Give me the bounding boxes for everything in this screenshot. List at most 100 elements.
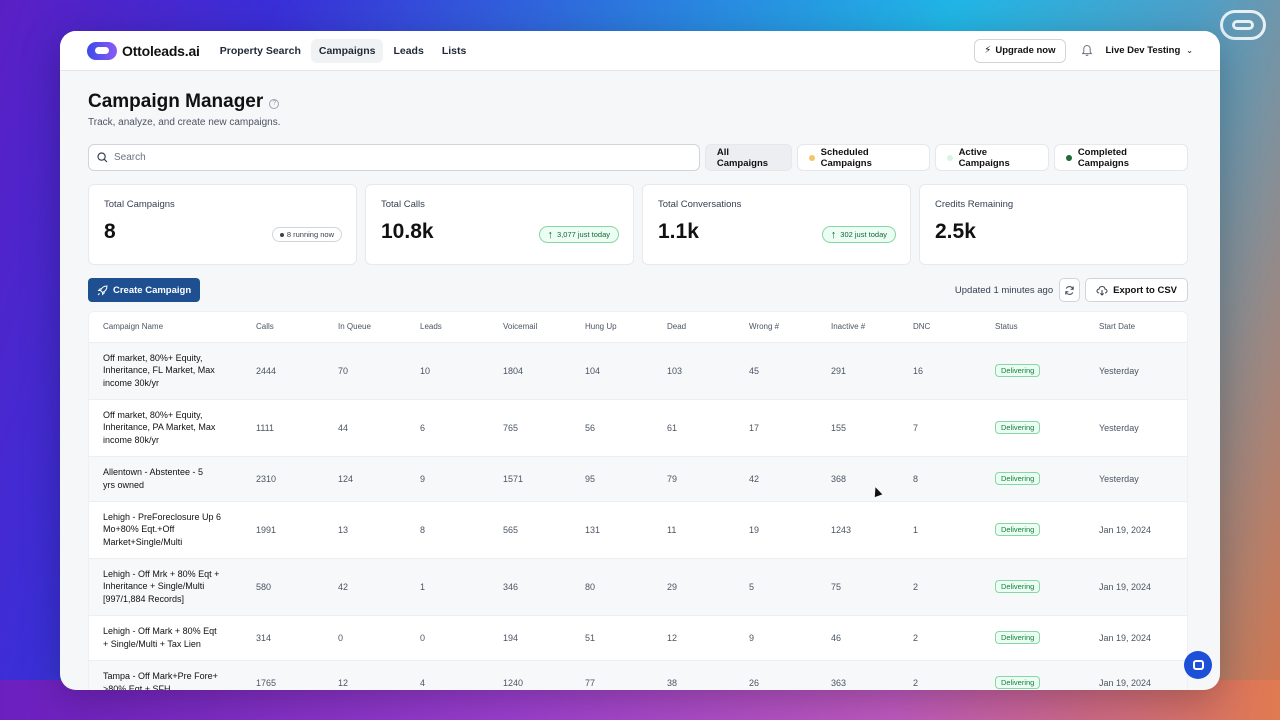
column-header[interactable]: Start Date [1085,312,1187,343]
campaign-name-line: Inheritance, FL Market, Max [103,365,215,376]
hungup-cell: 80 [571,558,653,616]
table-row[interactable]: Lehigh - Off Mrk + 80% Eqt + Inheritance … [89,558,1187,616]
brand[interactable]: Ottoleads.ai [87,41,200,60]
campaign-name-line: Inheritance + Single/Multi [103,581,205,592]
status-cell: Delivering [981,342,1085,400]
updated-timestamp: Updated 1 minutes ago [954,284,1054,296]
queue-cell: 44 [324,399,406,457]
filter-label: Completed Campaigns [1077,146,1130,169]
table-row[interactable]: Lehigh - Off Mark + 80% Eqt + Single/Mult… [89,615,1187,661]
user-menu[interactable]: Live Dev Testing ⌄ [1106,45,1194,56]
wrong-cell: 42 [735,456,817,502]
status-cell: Delivering [981,615,1085,661]
status-cell: Delivering [981,501,1085,559]
stat-card-total-campaigns: Total Campaigns 8 8 running now [88,184,357,265]
create-campaign-button[interactable]: Create Campaign [88,278,201,302]
column-header[interactable]: Campaign Name [89,312,242,343]
campaign-name-cell[interactable]: Lehigh - Off Mrk + 80% Eqt + Inheritance … [89,558,242,616]
campaign-name-line: income 80k/yr [103,434,160,445]
filter-all-campaigns[interactable]: All Campaigns [704,144,792,171]
column-header[interactable]: Wrong # [735,312,817,343]
inactive-cell: 291 [817,342,899,400]
dead-cell: 103 [653,342,735,400]
table-row[interactable]: Tampa - Off Mark+Pre Fore+ >80% Eqt + SFH… [89,660,1187,690]
stat-card-total-calls: Total Calls 10.8k ↑ 3,077 just today [365,184,634,265]
bell-icon[interactable] [1080,44,1094,58]
column-header[interactable]: In Queue [324,312,406,343]
top-navbar: Ottoleads.ai Property Search Campaigns L… [60,31,1220,71]
export-csv-label: Export to CSV [1113,284,1177,296]
arrow-up-icon: ↑ [547,228,554,241]
stat-card-total-conversations: Total Conversations 1.1k ↑ 302 just toda… [642,184,911,265]
campaign-name-line: Off market, 80%+ Equity, [103,352,203,363]
voicemail-cell: 765 [489,399,571,457]
column-header[interactable]: DNC [899,312,981,343]
status-badge: Delivering [995,580,1041,593]
today-conversations-badge: ↑ 302 just today [821,226,896,243]
app-window: Ottoleads.ai Property Search Campaigns L… [60,31,1220,690]
campaign-name-cell[interactable]: Off market, 80%+ Equity, Inheritance, PA … [89,399,242,457]
table-header-row: Campaign Name Calls In Queue Leads Voice… [89,312,1187,343]
voicemail-cell: 346 [489,558,571,616]
dnc-cell: 2 [899,558,981,616]
status-badge: Delivering [995,523,1041,536]
start-date-cell: Yesterday [1085,456,1187,502]
dnc-cell: 1 [899,501,981,559]
chat-widget-button[interactable] [1184,651,1212,679]
upgrade-label: Upgrade now [995,45,1056,56]
export-csv-button[interactable]: Export to CSV [1085,278,1188,302]
help-icon[interactable]: ? [269,98,280,109]
dead-cell: 61 [653,399,735,457]
table-row[interactable]: Off market, 80%+ Equity, Inheritance, PA … [89,399,1187,457]
campaign-name-line: >80% Eqt + SFH [103,683,171,691]
campaign-name-line: income 30k/yr [103,377,160,388]
nav-link-leads[interactable]: Leads [393,44,424,57]
column-header[interactable]: Dead [653,312,735,343]
campaign-name-cell[interactable]: Allentown - Abstentee - 5 yrs owned [89,456,242,502]
wrong-cell: 45 [735,342,817,400]
upgrade-button[interactable]: ⚡ Upgrade now [974,38,1066,63]
dnc-cell: 8 [899,456,981,502]
action-row: Create Campaign Updated 1 minutes ago Ex… [88,278,1188,302]
campaign-name-cell[interactable]: Lehigh - PreForeclosure Up 6 Mo+80% Eqt.+… [89,501,242,559]
stat-card-credits-remaining: Credits Remaining 2.5k [919,184,1188,265]
hungup-cell: 51 [571,615,653,661]
campaign-name-cell[interactable]: Off market, 80%+ Equity, Inheritance, FL … [89,342,242,400]
search-input[interactable]: Search [88,144,700,171]
cloud-download-icon [1096,285,1108,296]
refresh-button[interactable] [1059,278,1081,302]
leads-cell: 6 [406,399,489,457]
filter-scheduled-campaigns[interactable]: Scheduled Campaigns [796,144,930,171]
nav-link-property-search[interactable]: Property Search [219,44,301,57]
start-date-cell: Jan 19, 2024 [1085,501,1187,559]
filter-completed-campaigns[interactable]: Completed Campaigns [1054,144,1188,171]
column-header[interactable]: Status [981,312,1085,343]
wrong-cell: 26 [735,660,817,690]
table-row[interactable]: Lehigh - PreForeclosure Up 6 Mo+80% Eqt.+… [89,501,1187,559]
column-header[interactable]: Leads [406,312,489,343]
leads-cell: 4 [406,660,489,690]
stat-label: Total Calls [381,199,425,210]
table-row[interactable]: Allentown - Abstentee - 5 yrs owned 2310 12… [89,456,1187,502]
filter-label: All Campaigns [716,146,769,169]
column-header[interactable]: Inactive # [817,312,899,343]
campaign-name-line: Allentown - Abstentee - 5 [103,467,204,477]
campaign-name-cell[interactable]: Lehigh - Off Mark + 80% Eqt + Single/Mult… [89,615,242,661]
column-header[interactable]: Voicemail [489,312,571,343]
status-badge: Delivering [995,676,1041,689]
calls-cell: 1111 [242,399,324,457]
table-row[interactable]: Off market, 80%+ Equity, Inheritance, FL … [89,342,1187,400]
main-content: Campaign Manager ? Track, analyze, and c… [60,91,1220,690]
completed-dot-icon [1066,154,1072,161]
nav-link-lists[interactable]: Lists [441,44,467,57]
campaign-name-line: Tampa - Off Mark+Pre Fore+ [103,671,218,681]
campaign-name-cell[interactable]: Tampa - Off Mark+Pre Fore+ >80% Eqt + SFH [89,660,242,690]
column-header[interactable]: Hung Up [571,312,653,343]
dead-cell: 11 [653,501,735,559]
column-header[interactable]: Calls [242,312,324,343]
stat-label: Credits Remaining [935,199,1014,210]
dnc-cell: 7 [899,399,981,457]
filter-active-campaigns[interactable]: Active Campaigns [934,144,1050,171]
refresh-icon [1065,285,1074,295]
nav-link-campaigns[interactable]: Campaigns [310,38,384,63]
